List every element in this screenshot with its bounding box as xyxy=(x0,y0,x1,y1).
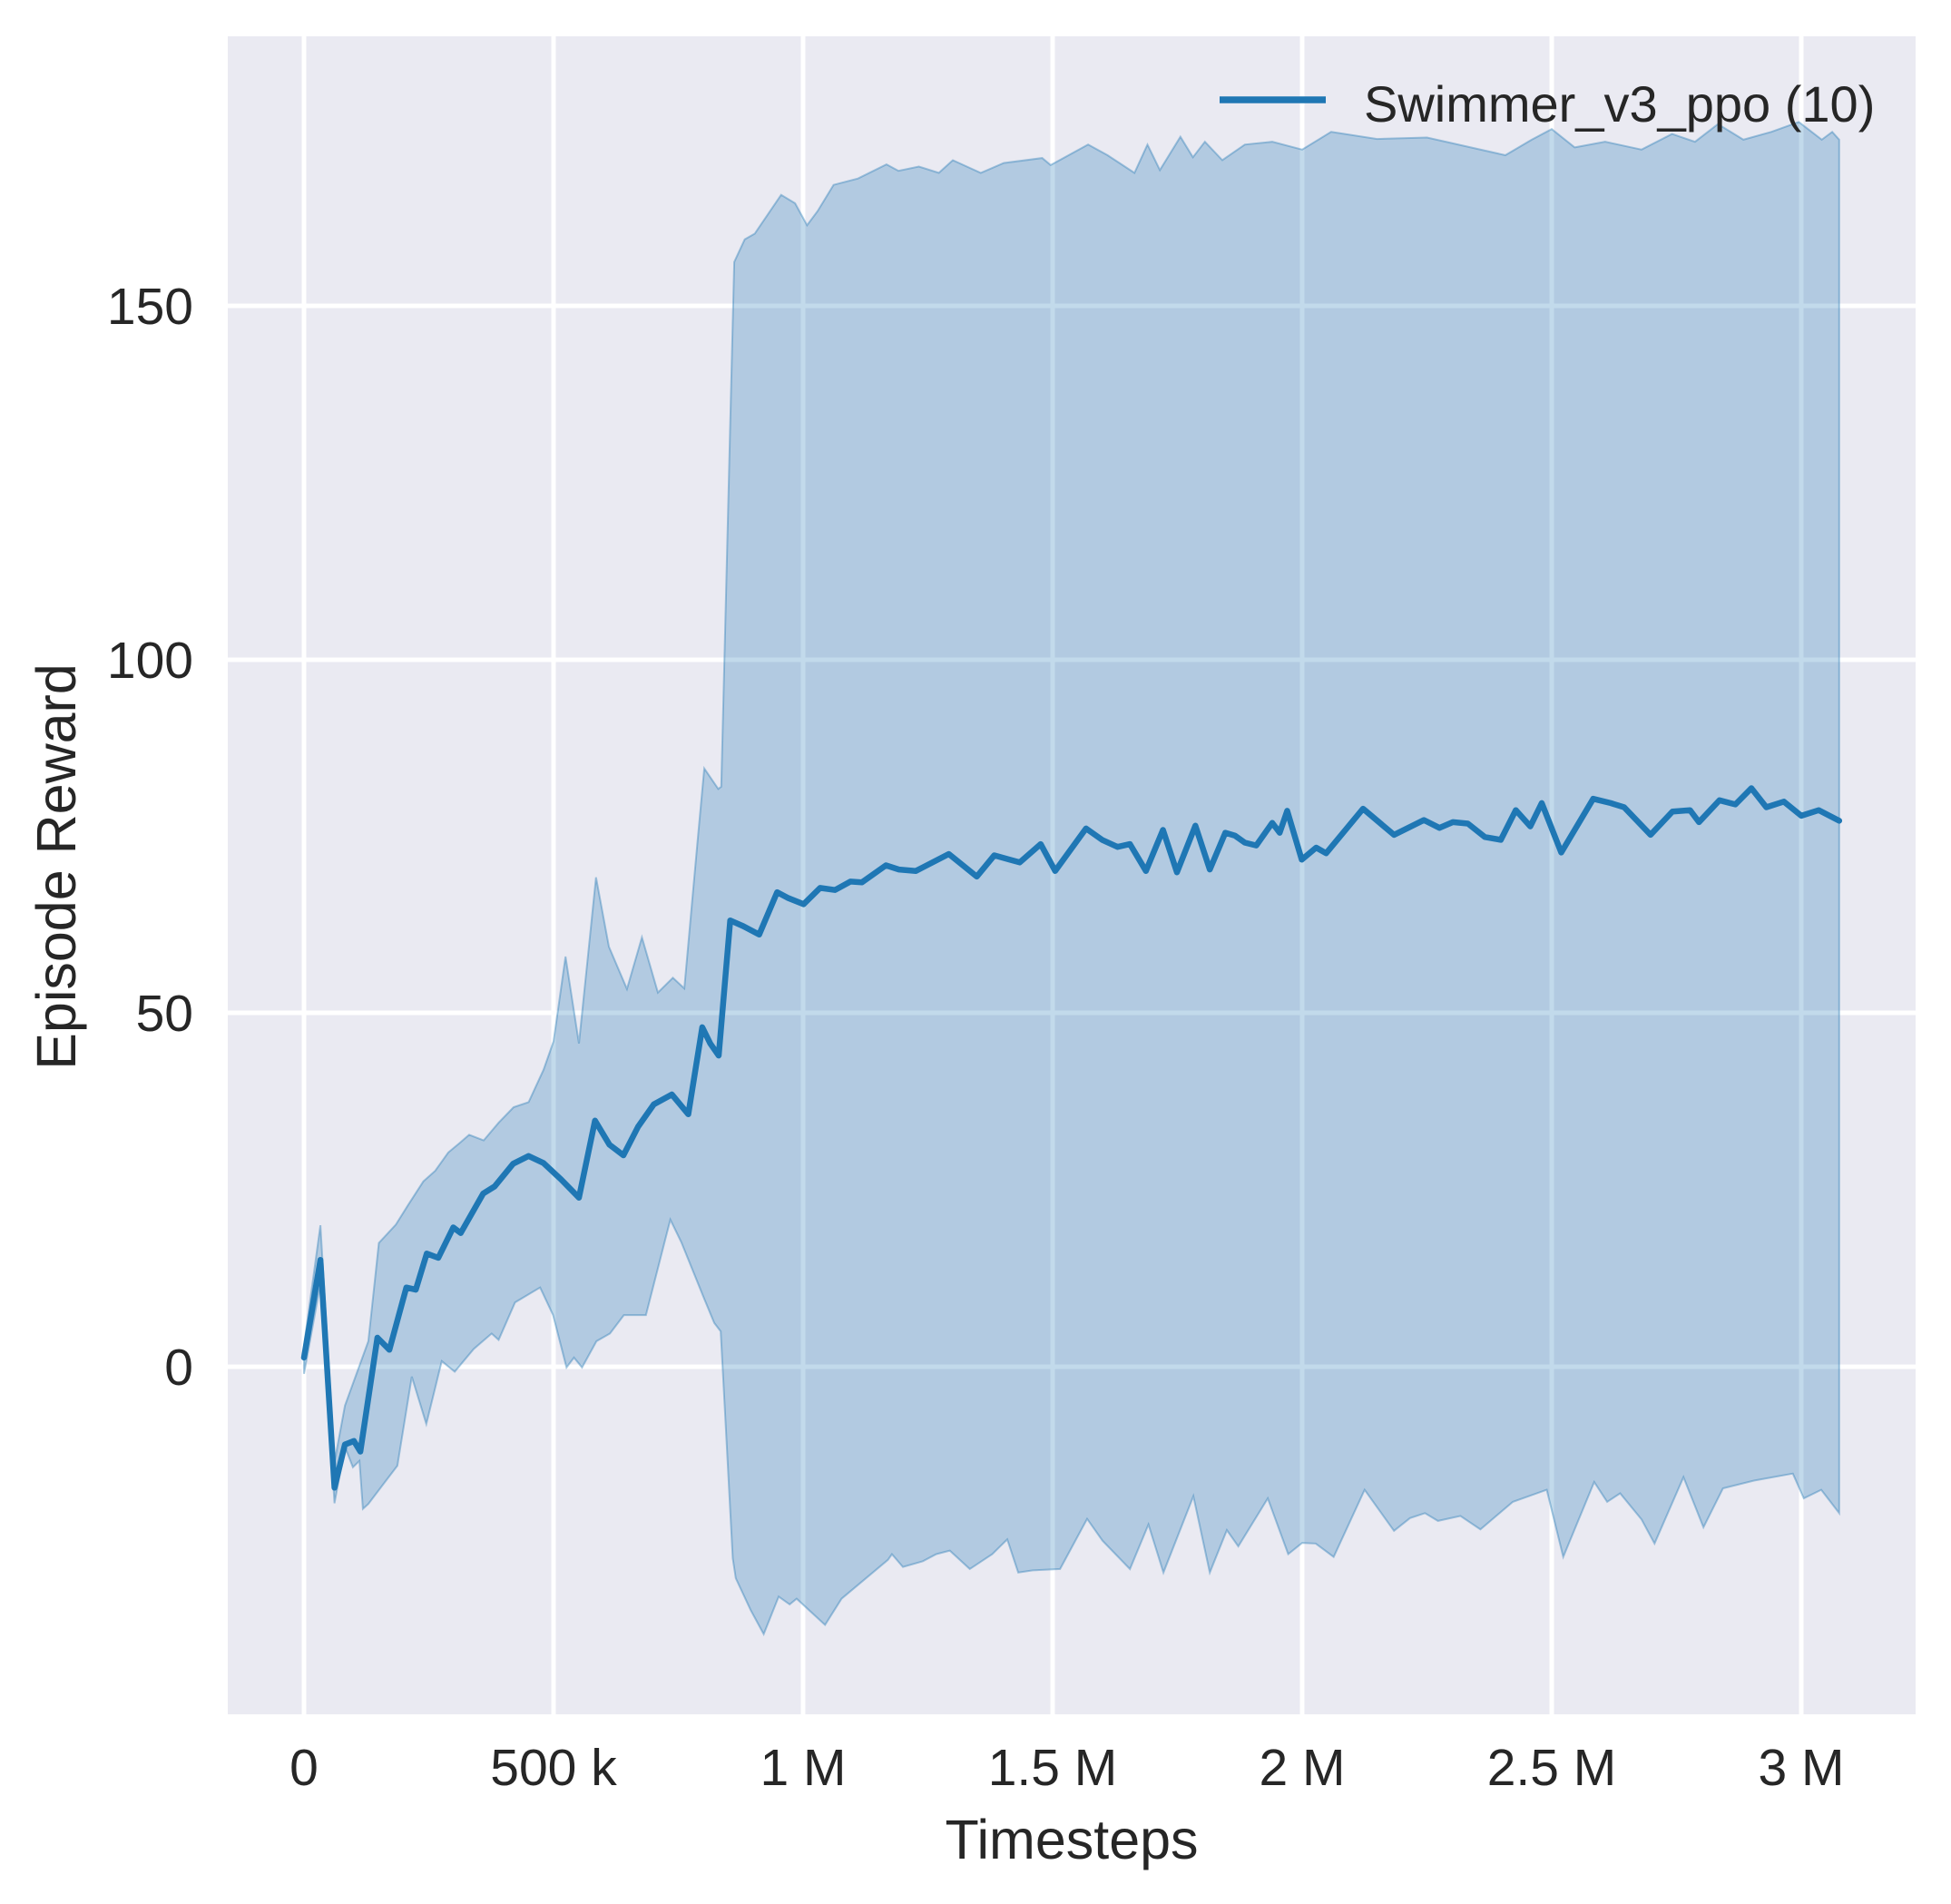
svg-text:1.5 M: 1.5 M xyxy=(988,1739,1118,1797)
svg-text:100: 100 xyxy=(107,632,193,690)
svg-text:3 M: 3 M xyxy=(1758,1739,1844,1797)
svg-text:150: 150 xyxy=(107,278,193,336)
svg-text:2.5 M: 2.5 M xyxy=(1487,1739,1617,1797)
svg-text:0: 0 xyxy=(164,1339,193,1397)
svg-text:50: 50 xyxy=(136,985,193,1043)
svg-text:Timesteps: Timesteps xyxy=(945,1809,1198,1870)
svg-text:500 k: 500 k xyxy=(490,1739,617,1797)
svg-text:2 M: 2 M xyxy=(1259,1739,1345,1797)
svg-text:Episode Reward: Episode Reward xyxy=(25,663,87,1070)
svg-text:1 M: 1 M xyxy=(760,1739,846,1797)
svg-text:Swimmer_v3_ppo (10): Swimmer_v3_ppo (10) xyxy=(1364,75,1875,132)
svg-text:0: 0 xyxy=(289,1739,319,1797)
